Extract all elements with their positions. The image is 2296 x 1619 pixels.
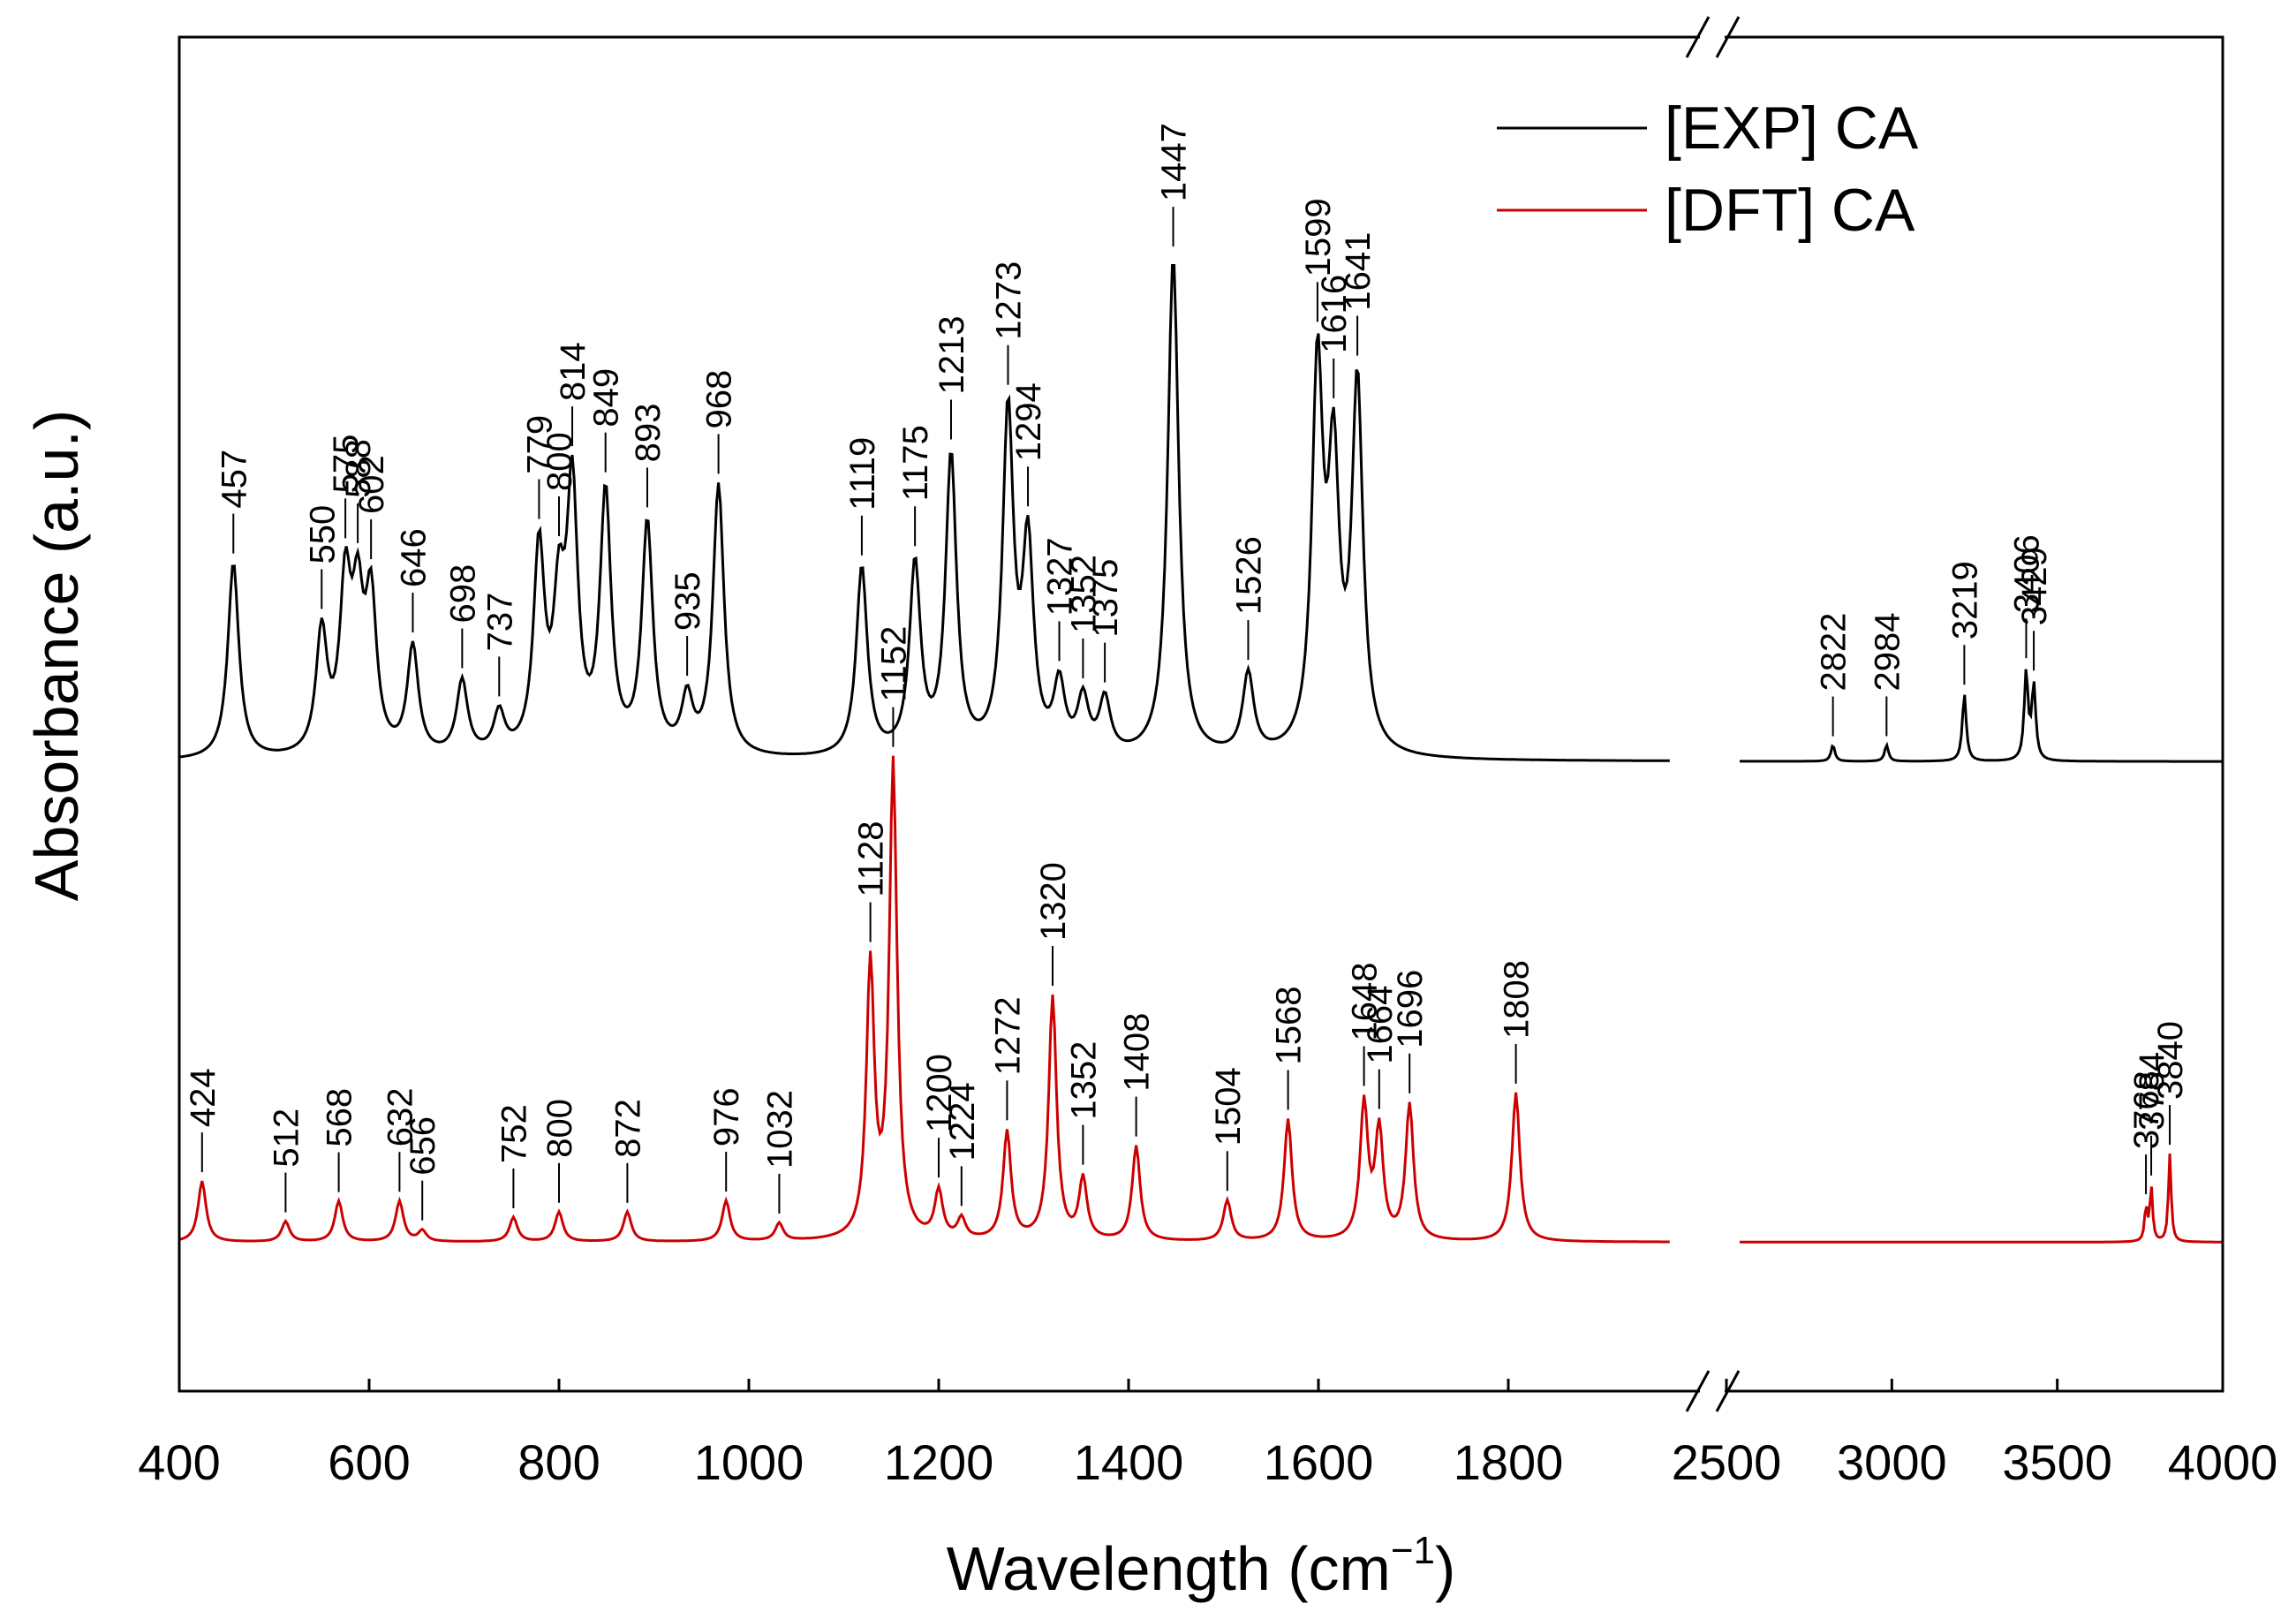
peak-label-exp-737: 737 [480,593,519,652]
peak-label-exp-814: 814 [554,342,593,401]
peak-label-dft-1568: 1568 [1270,986,1309,1064]
peak-label-exp-968: 968 [700,370,739,429]
peak-label-exp-893: 893 [629,404,668,463]
series-line-exp-segment-2 [1740,669,2223,763]
peak-label-dft-1032: 1032 [760,1090,799,1169]
peak-label-dft-1664: 1664 [1361,986,1400,1064]
x-tick-label-600: 600 [328,1434,410,1490]
peak-label-dft-976: 976 [707,1087,746,1146]
series-line-dft-segment-2 [1740,1153,2223,1244]
x-tick-label-1200: 1200 [884,1434,994,1490]
peak-label-dft-1224: 1224 [943,1082,982,1161]
peak-label-dft-1808: 1808 [1498,960,1537,1039]
peak-label-dft-656: 656 [404,1116,442,1176]
peak-label-exp-3219: 3219 [1945,561,1984,639]
x-tick-label-1600: 1600 [1264,1434,1374,1490]
peak-label-exp-1213: 1213 [933,316,971,395]
x-tick-label-3500: 3500 [2002,1434,2112,1490]
peak-label-exp-1616: 1616 [1315,275,1354,353]
peak-label-exp-457: 457 [215,450,253,509]
peak-label-exp-602: 602 [352,455,391,514]
peak-label-dft-512: 512 [267,1108,306,1168]
peak-label-exp-1119: 1119 [843,437,882,511]
x-tick-label-4000: 4000 [2168,1434,2278,1490]
peak-label-exp-550: 550 [303,505,342,564]
x-tick-label-1400: 1400 [1074,1434,1184,1490]
legend-label-exp: [EXP] CA [1665,95,1919,162]
peak-label-exp-575: 575 [327,435,366,494]
series-exp-group [178,264,2223,763]
peak-label-dft-1696: 1696 [1391,970,1430,1048]
peak-label-dft-568: 568 [321,1088,359,1147]
peak-label-dft-632: 632 [381,1088,419,1147]
peak-label-dft-1504: 1504 [1209,1067,1248,1146]
peak-label-dft-1648: 1648 [1346,963,1385,1041]
x-tick-label-1800: 1800 [1454,1434,1564,1490]
peak-label-exp-2984: 2984 [1868,613,1907,692]
peak-label-exp-779: 779 [520,415,559,474]
peak-label-dft-3784: 3784 [2133,1052,2171,1131]
peak-label-dft-1408: 1408 [1118,1013,1157,1092]
peak-label-dft-1272: 1272 [988,996,1027,1075]
legend-label-dft: [DFT] CA [1665,177,1915,244]
peak-label-exp-849: 849 [587,368,626,427]
peak-label-dft-1352: 1352 [1064,1041,1103,1120]
x-tick-label-400: 400 [138,1434,220,1490]
peak-label-exp-1641: 1641 [1339,232,1378,311]
x-tick-label-2500: 2500 [1672,1434,1782,1490]
series-line-dft-segment-1 [178,755,1670,1244]
peak-label-exp-1273: 1273 [989,261,1028,340]
axis-break-gap-top [1700,25,1725,51]
peak-label-exp-1526: 1526 [1229,536,1268,615]
peak-label-dft-752: 752 [495,1104,533,1163]
x-tick-label-800: 800 [517,1434,600,1490]
peak-label-exp-1375: 1375 [1086,559,1125,638]
x-tick-marks [177,1379,2224,1391]
peak-label-dft-424: 424 [184,1068,223,1127]
peak-label-exp-1327: 1327 [1041,537,1080,616]
peak-label-dft-1320: 1320 [1034,862,1073,941]
peak-label-dft-3768: 3768 [2127,1071,2166,1149]
peak-label-dft-3840: 3840 [2151,1021,2190,1100]
peak-label-exp-935: 935 [668,571,707,631]
axis-break-gap-bottom [1700,1378,1725,1404]
peak-label-exp-2822: 2822 [1815,613,1854,692]
peak-label-dft-1200: 1200 [920,1054,959,1132]
peak-label-dft-800: 800 [540,1099,579,1158]
peak-label-exp-698: 698 [443,564,482,624]
x-tick-label-3000: 3000 [1837,1434,1947,1490]
peak-label-exp-1352: 1352 [1064,555,1103,633]
peak-label-exp-3406: 3406 [2007,534,2046,613]
series-line-exp-segment-1 [178,264,1670,762]
peak-label-exp-1447: 1447 [1155,123,1194,201]
peak-label-exp-646: 646 [394,528,433,587]
x-axis-label: Wavelength (cm−1) [947,1529,1456,1603]
series-dft-group [178,755,2223,1244]
peak-label-dft-872: 872 [608,1099,647,1158]
peak-label-exp-588: 588 [339,439,378,498]
legend: [EXP] CA [DFT] CA [1497,95,1919,244]
x-tick-labels: 400 600 800 1000 1200 1400 1600 1800 2500 3000 350… [138,1434,2277,1490]
axis-break-mark-top [1685,16,1741,58]
peak-label-dft-1128: 1128 [852,821,891,897]
plot-frame [177,35,2224,1393]
peak-label-exp-800: 800 [540,432,579,491]
peak-label-dft-1152: 1152 [874,626,913,702]
peak-label-exp-3429: 3429 [2015,547,2054,625]
peak-label-exp-1294: 1294 [1009,382,1048,461]
x-tick-label-1000: 1000 [694,1434,804,1490]
y-axis-label: Absorbance (a.u.) [22,410,91,901]
peak-label-exp-1599: 1599 [1299,198,1338,276]
peak-label-exp-1175: 1175 [896,425,935,501]
